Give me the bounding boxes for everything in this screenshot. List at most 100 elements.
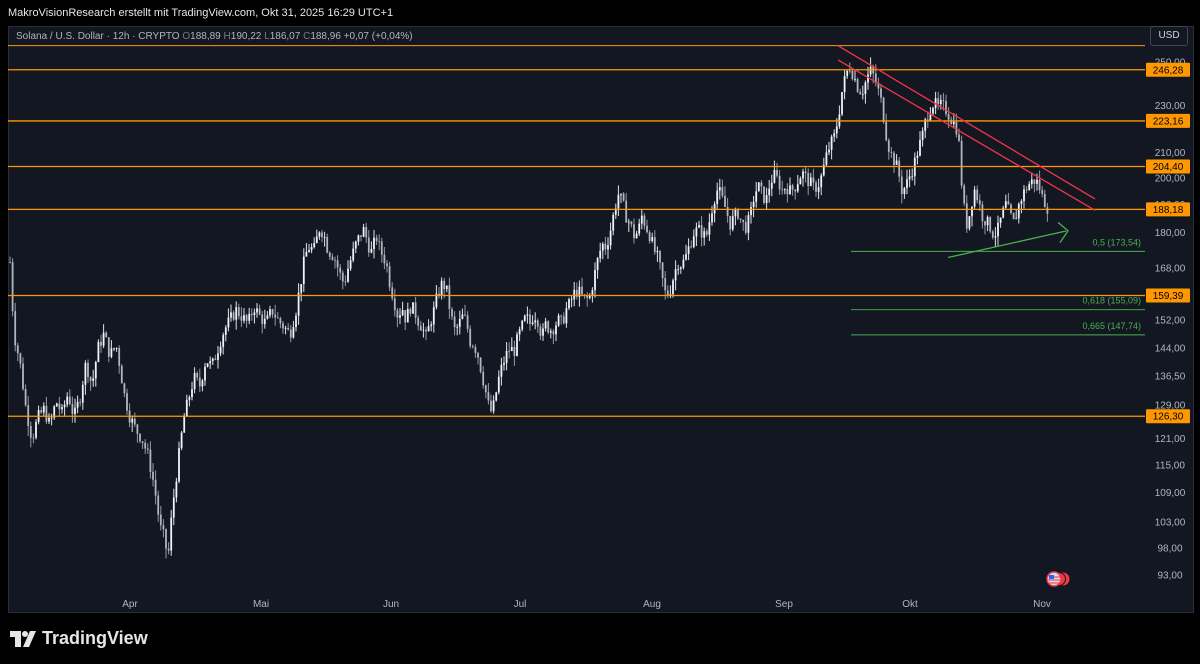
candle-body <box>45 405 48 422</box>
trendlines-layer <box>837 45 1096 259</box>
candle-body <box>994 236 997 238</box>
candle-body <box>968 216 971 229</box>
candle-body <box>666 290 669 296</box>
lower-resistance-trendline[interactable] <box>837 59 1096 211</box>
candle-body <box>445 285 448 290</box>
candle-body <box>113 348 115 350</box>
candle-body <box>965 203 968 229</box>
candle-body <box>549 331 552 333</box>
candle-body <box>718 187 721 191</box>
candle-body <box>729 215 732 230</box>
candle-body <box>547 321 550 333</box>
candle-body <box>149 449 152 472</box>
candle-body <box>422 329 425 331</box>
open-label: O <box>182 31 191 42</box>
candle-body <box>370 248 373 253</box>
candle-body <box>783 189 786 190</box>
candle-body <box>401 310 404 316</box>
candle-body <box>477 352 479 358</box>
level-price-tag[interactable] <box>1146 409 1190 424</box>
candle-body <box>453 316 456 328</box>
candle-body <box>1023 189 1025 202</box>
candle-body <box>947 114 950 120</box>
candle-body <box>284 327 287 329</box>
support-arrow-line[interactable] <box>947 230 1067 259</box>
symbol-legend[interactable]: Solana / U.S. Dollar · 12h · CRYPTO O 188… <box>16 31 413 42</box>
candle-body <box>887 140 890 152</box>
upper-resistance-trendline[interactable] <box>837 45 1096 200</box>
candle-body <box>981 204 984 222</box>
candle-body <box>19 353 22 364</box>
candle-body <box>159 514 162 526</box>
symbol-name[interactable]: Solana / U.S. Dollar · 12h · CRYPTO <box>16 31 180 42</box>
time-tick-label: Aug <box>643 599 661 610</box>
level-price-tag[interactable] <box>1146 159 1190 174</box>
candle-body <box>562 316 565 324</box>
price-tick-label: 144,00 <box>1155 344 1186 355</box>
candle-body <box>9 262 11 263</box>
candle-body <box>178 448 180 482</box>
candle-body <box>224 327 227 335</box>
chart-pane[interactable] <box>8 26 1194 613</box>
candle-body <box>750 207 752 216</box>
candle-body <box>973 189 976 207</box>
candle-body <box>123 383 126 394</box>
currency-button[interactable]: USD <box>1150 26 1188 46</box>
candle-body <box>357 235 360 242</box>
level-price-tag[interactable] <box>1146 202 1190 217</box>
candle-body <box>110 348 113 357</box>
candle-body <box>542 328 544 336</box>
candle-body <box>601 243 604 251</box>
candle-body <box>835 126 838 134</box>
candle-body <box>867 74 869 83</box>
candle-body <box>890 151 893 153</box>
candle-body <box>1043 193 1046 208</box>
close-value: 188,96 <box>310 31 341 42</box>
candle-body <box>802 171 804 179</box>
candle-body <box>900 176 903 195</box>
candle-body <box>724 195 726 207</box>
candle-body <box>516 334 518 356</box>
candle-body <box>328 252 331 257</box>
candle-body <box>986 216 989 226</box>
candle-body <box>432 307 435 325</box>
level-price-tag[interactable] <box>1146 113 1190 128</box>
tradingview-logo[interactable]: TradingView <box>10 628 148 649</box>
candle-body <box>185 399 188 417</box>
candle-body <box>315 236 318 244</box>
candle-body <box>963 185 966 204</box>
candle-body <box>677 269 680 270</box>
candle-body <box>380 241 383 255</box>
us-flag-events-icon[interactable] <box>1044 571 1070 587</box>
candle-body <box>825 152 828 165</box>
candle-body <box>347 268 349 282</box>
candle-body <box>133 418 136 425</box>
candle-body <box>42 405 45 413</box>
fib-level-label: 0,5 (173,54) <box>1092 237 1141 247</box>
candle-body <box>978 200 981 205</box>
candle-body <box>911 176 914 178</box>
candle-body <box>53 406 56 418</box>
candle-body <box>591 290 594 296</box>
candle-body <box>55 403 58 407</box>
candle-body <box>817 187 820 192</box>
candle-body <box>344 281 347 283</box>
candle-body <box>989 216 992 232</box>
candle-body <box>820 175 823 188</box>
candle-body <box>87 362 89 378</box>
candle-body <box>461 314 464 319</box>
candle-body <box>903 187 906 195</box>
level-price-tag[interactable] <box>1146 62 1190 77</box>
candle-body <box>170 517 173 551</box>
level-price-tag[interactable] <box>1146 288 1190 303</box>
candle-body <box>243 315 245 321</box>
candle-body <box>40 410 43 413</box>
candle-body <box>144 442 147 449</box>
candle-body <box>308 250 310 253</box>
candle-body <box>198 377 201 387</box>
candle-body <box>32 437 35 439</box>
candle-body <box>833 133 836 137</box>
candle-body <box>58 403 61 410</box>
